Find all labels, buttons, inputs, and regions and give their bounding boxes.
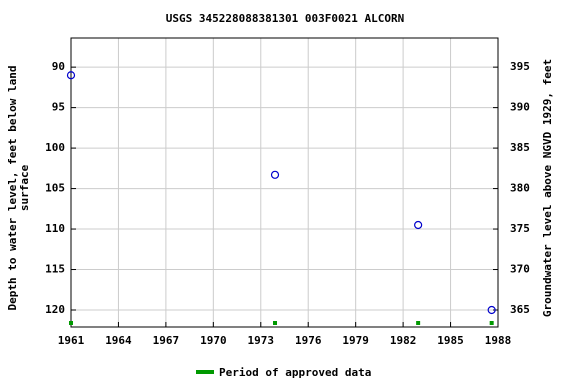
data-point [487,305,496,315]
y2-tick-label: 390 [510,101,530,114]
x-tick-label: 1970 [200,334,227,347]
x-tick-label: 1979 [342,334,369,347]
x-tick-label: 1967 [153,334,180,347]
y-axis-label: surface [18,164,31,211]
y-axis-label: Depth to water level, feet below land [6,65,19,310]
y-tick-label: 120 [45,303,65,316]
legend-label: Period of approved data [219,366,371,379]
x-tick-label: 1973 [248,334,275,347]
y2-tick-label: 375 [510,222,530,235]
x-tick-label: 1988 [485,334,512,347]
data-point [414,220,423,230]
approved-period [273,321,278,325]
y2-tick-label: 380 [510,182,530,195]
y2-tick-label: 370 [510,263,530,276]
x-tick-label: 1982 [390,334,417,347]
x-tick-label: 1961 [58,334,85,347]
y-tick-label: 90 [52,60,65,73]
y2-tick-label: 385 [510,141,530,154]
y2-tick-label: 395 [510,60,530,73]
y2-axis-label: Groundwater level above NGVD 1929, feet [541,59,554,317]
y-tick-label: 105 [45,182,65,195]
plot-frame [70,37,499,328]
x-tick-label: 1985 [437,334,464,347]
data-point [66,71,76,80]
y2-tick-label: 365 [510,303,530,316]
y-tick-label: 110 [45,222,65,235]
x-tick-label: 1976 [295,334,322,347]
data-point [270,170,280,179]
approved-period [416,321,421,325]
approved-period [69,321,73,325]
y-tick-label: 100 [45,141,65,154]
x-tick-label: 1964 [105,334,132,347]
chart-title: USGS 345228088381301 003F0021 ALCORN [166,12,404,25]
y-tick-label: 95 [52,101,65,114]
approved-period [489,321,494,325]
y-tick-label: 115 [45,263,65,276]
